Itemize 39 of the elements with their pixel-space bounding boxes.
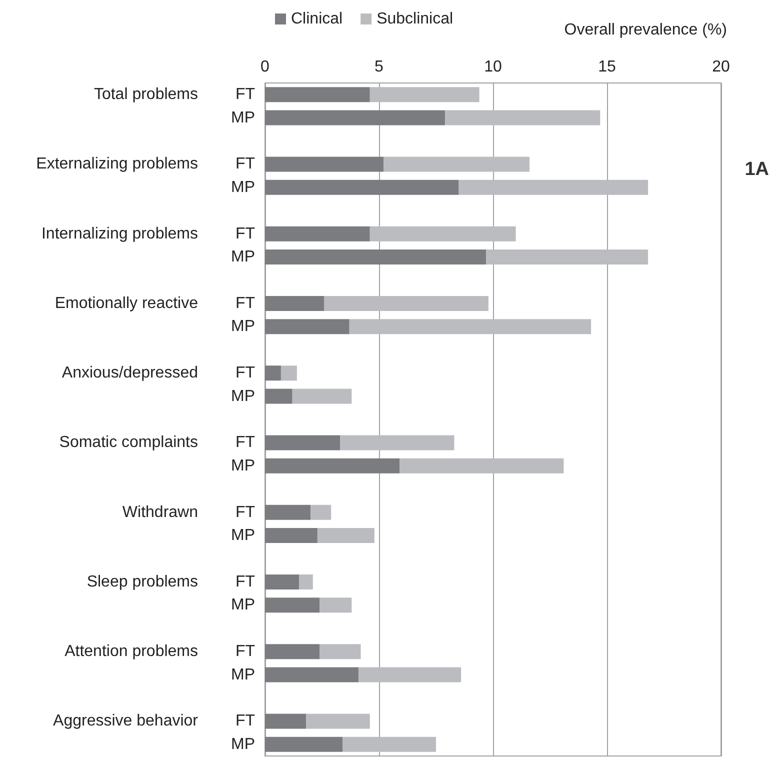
text: Internalizing problems xyxy=(41,225,198,242)
text: Attention problems xyxy=(64,643,198,660)
text: Sleep problems xyxy=(86,573,198,590)
y-tick-label: MP xyxy=(231,178,255,196)
x-tick-label: 0 xyxy=(260,58,270,76)
text: Withdrawn xyxy=(122,504,198,521)
legend-label: Subclinical xyxy=(376,10,454,28)
y-tick-label: FT xyxy=(235,712,256,730)
y-tick-label: MP xyxy=(231,318,255,336)
y-tick-label: FT xyxy=(235,573,256,590)
y-tick-label: MP xyxy=(231,388,255,405)
legend-label: Clinical xyxy=(291,10,343,28)
y-tick-label: FT xyxy=(235,364,256,382)
text: Total problems xyxy=(94,86,198,104)
text: Emotionally reactive xyxy=(54,294,198,312)
y-tick-label: MP xyxy=(231,457,255,474)
x-tick-label: 5 xyxy=(374,58,384,76)
y-tick-label: FT xyxy=(235,86,256,104)
y-tick-label: MP xyxy=(231,736,255,753)
y-tick-label: FT xyxy=(235,643,256,660)
x-tick-label: 20 xyxy=(712,58,730,76)
y-tick-label: FT xyxy=(235,156,256,173)
text: 1A xyxy=(744,159,770,180)
text: Somatic complaints xyxy=(59,434,198,452)
y-tick-label: MP xyxy=(231,109,255,126)
y-tick-label: MP xyxy=(231,596,255,614)
y-tick-label: MP xyxy=(231,248,255,266)
x-tick-label: 15 xyxy=(598,58,616,76)
y-tick-label: FT xyxy=(235,434,256,452)
y-tick-label: FT xyxy=(235,504,256,521)
text: Externalizing problems xyxy=(36,156,198,173)
text: Anxious/depressed xyxy=(62,364,198,382)
y-tick-label: MP xyxy=(231,527,255,544)
text: Aggressive behavior xyxy=(53,712,199,730)
y-tick-label: MP xyxy=(231,666,255,684)
y-tick-label: FT xyxy=(235,294,256,312)
y-tick-label: FT xyxy=(235,225,256,242)
x-tick-label: 10 xyxy=(484,58,502,76)
x-axis-title: Overall prevalence (%) xyxy=(564,22,728,38)
